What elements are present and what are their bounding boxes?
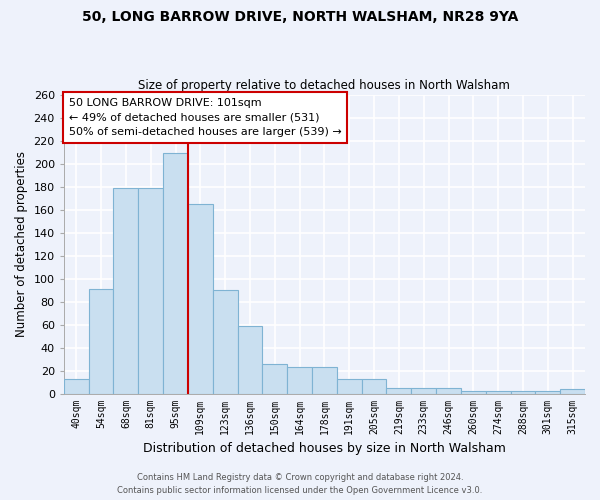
Bar <box>262 364 287 394</box>
Title: Size of property relative to detached houses in North Walsham: Size of property relative to detached ho… <box>139 79 511 92</box>
Bar <box>113 188 138 394</box>
Bar <box>188 204 213 394</box>
Bar <box>411 388 436 394</box>
Bar <box>386 388 411 394</box>
Bar <box>312 367 337 394</box>
X-axis label: Distribution of detached houses by size in North Walsham: Distribution of detached houses by size … <box>143 442 506 455</box>
Bar <box>287 367 312 394</box>
Bar <box>535 392 560 394</box>
Y-axis label: Number of detached properties: Number of detached properties <box>15 151 28 337</box>
Bar <box>461 392 486 394</box>
Text: Contains HM Land Registry data © Crown copyright and database right 2024.
Contai: Contains HM Land Registry data © Crown c… <box>118 474 482 495</box>
Bar <box>436 388 461 394</box>
Text: 50, LONG BARROW DRIVE, NORTH WALSHAM, NR28 9YA: 50, LONG BARROW DRIVE, NORTH WALSHAM, NR… <box>82 10 518 24</box>
Bar <box>238 326 262 394</box>
Bar <box>337 378 362 394</box>
Bar <box>138 188 163 394</box>
Bar <box>486 392 511 394</box>
Bar <box>64 378 89 394</box>
Bar <box>163 153 188 394</box>
Bar <box>213 290 238 394</box>
Bar <box>89 289 113 394</box>
Bar <box>560 389 585 394</box>
Text: 50 LONG BARROW DRIVE: 101sqm
← 49% of detached houses are smaller (531)
50% of s: 50 LONG BARROW DRIVE: 101sqm ← 49% of de… <box>69 98 342 137</box>
Bar <box>511 392 535 394</box>
Bar <box>362 378 386 394</box>
